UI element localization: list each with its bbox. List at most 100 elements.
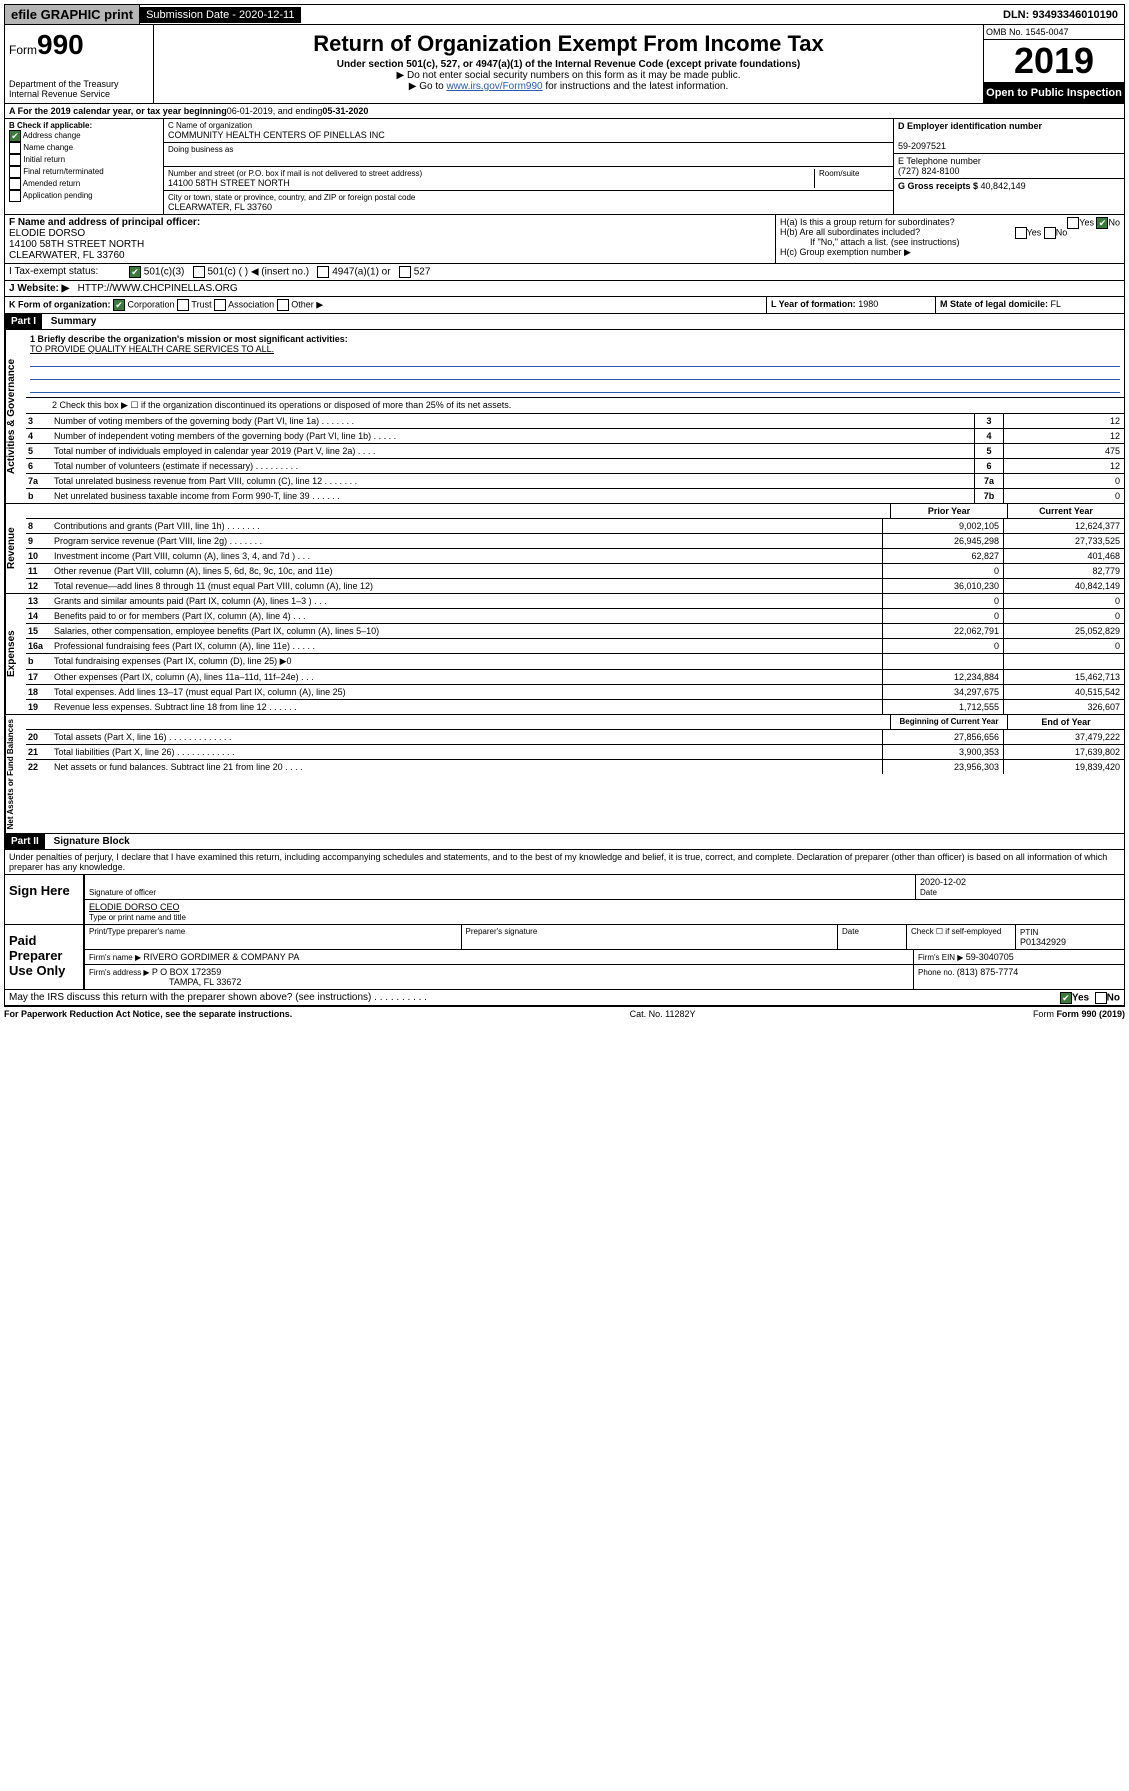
part1-badge: Part I (5, 314, 42, 329)
sig-date-label: Date (920, 888, 937, 897)
section-F: F Name and address of principal officer:… (5, 215, 776, 263)
period-row: A For the 2019 calendar year, or tax yea… (4, 104, 1125, 119)
line2-text: 2 Check this box ▶ ☐ if the organization… (26, 398, 1124, 413)
part2-header-row: Part II Signature Block (4, 834, 1125, 850)
perjury-declaration: Under penalties of perjury, I declare th… (4, 850, 1125, 875)
city-state-zip: CLEARWATER, FL 33760 (168, 202, 889, 212)
table-row: 20Total assets (Part X, line 16) . . . .… (26, 730, 1124, 745)
ein-value: 59-2097521 (898, 141, 946, 151)
discuss-yes-checkbox[interactable]: ✔ (1060, 992, 1072, 1004)
section-C: C Name of organization COMMUNITY HEALTH … (164, 119, 894, 214)
klm-row: K Form of organization: ✔ Corporation Tr… (4, 297, 1125, 314)
officer-grouping-row: F Name and address of principal officer:… (4, 215, 1125, 264)
tax-year: 2019 (984, 40, 1124, 83)
officer-typed-name: ELODIE DORSO CEO (89, 902, 180, 912)
table-row: 13Grants and similar amounts paid (Part … (26, 594, 1124, 609)
amended-return-checkbox[interactable] (9, 178, 21, 190)
4947-checkbox[interactable] (317, 266, 329, 278)
catalog-number: Cat. No. 11282Y (630, 1009, 696, 1019)
open-public-badge: Open to Public Inspection (984, 83, 1124, 103)
section-I-label: I Tax-exempt status: (9, 266, 129, 278)
prior-year-header: Prior Year (890, 504, 1007, 518)
discuss-row: May the IRS discuss this return with the… (4, 990, 1125, 1006)
firm-city: TAMPA, FL 33672 (89, 977, 241, 987)
governance-section: Activities & Governance 1 Briefly descri… (4, 330, 1125, 504)
table-row: 8Contributions and grants (Part VIII, li… (26, 519, 1124, 534)
dln: DLN: 93493346010190 (997, 7, 1124, 23)
officer-addr1: 14100 58TH STREET NORTH (9, 239, 144, 250)
table-row: 11Other revenue (Part VIII, column (A), … (26, 564, 1124, 579)
efile-button[interactable]: efile GRAPHIC print (5, 5, 140, 24)
address-change-checkbox[interactable]: ✔ (9, 130, 21, 142)
table-row: 14Benefits paid to or for members (Part … (26, 609, 1124, 624)
phone-value: (727) 824-8100 (898, 166, 960, 176)
beg-year-header: Beginning of Current Year (890, 715, 1007, 729)
other-checkbox[interactable] (277, 299, 289, 311)
firm-address: P O BOX 172359 (152, 967, 221, 977)
discuss-no-checkbox[interactable] (1095, 992, 1107, 1004)
expenses-tab: Expenses (5, 594, 26, 714)
ein-label: D Employer identification number (898, 121, 1042, 131)
website-url: HTTP://WWW.CHCPINELLAS.ORG (78, 283, 238, 294)
527-checkbox[interactable] (399, 266, 411, 278)
net-assets-section: Net Assets or Fund Balances Beginning of… (4, 715, 1125, 834)
firm-ein: 59-3040705 (966, 952, 1014, 962)
form-number: Form990 (9, 29, 149, 61)
website-row: J Website: ▶ HTTP://WWW.CHCPINELLAS.ORG (4, 281, 1125, 297)
gross-receipts-label: G Gross receipts $ (898, 181, 981, 191)
ha-no-checkbox[interactable]: ✔ (1096, 217, 1108, 229)
part1-title: Summary (45, 316, 97, 327)
city-label: City or town, state or province, country… (168, 193, 889, 202)
paid-preparer-block: Paid Preparer Use Only Print/Type prepar… (4, 925, 1125, 990)
entity-block: B Check if applicable: ✔ Address change … (4, 119, 1125, 215)
hc-label: H(c) Group exemption number ▶ (780, 247, 1120, 258)
revenue-tab: Revenue (5, 504, 26, 593)
top-bar: efile GRAPHIC print Submission Date - 20… (4, 4, 1125, 25)
ha-yes-checkbox[interactable] (1067, 217, 1079, 229)
hb-no-checkbox[interactable] (1044, 227, 1056, 239)
expenses-section: Expenses 13Grants and similar amounts pa… (4, 594, 1125, 715)
form-subtitle: Under section 501(c), 527, or 4947(a)(1)… (158, 59, 979, 70)
table-row: 10Investment income (Part VIII, column (… (26, 549, 1124, 564)
table-row: 19Revenue less expenses. Subtract line 1… (26, 700, 1124, 714)
assoc-checkbox[interactable] (214, 299, 226, 311)
app-pending-checkbox[interactable] (9, 190, 21, 202)
section-D: D Employer identification number 59-2097… (894, 119, 1124, 214)
501c-checkbox[interactable] (193, 266, 205, 278)
note-link: ▶ Go to www.irs.gov/Form990 for instruct… (158, 81, 979, 92)
org-name-label: C Name of organization (168, 121, 889, 130)
irs-label: Internal Revenue Service (9, 89, 149, 99)
table-row: 18Total expenses. Add lines 13–17 (must … (26, 685, 1124, 700)
revenue-section: Revenue Prior Year Current Year 8Contrib… (4, 504, 1125, 594)
initial-return-checkbox[interactable] (9, 154, 21, 166)
table-row: 16aProfessional fundraising fees (Part I… (26, 639, 1124, 654)
corp-checkbox[interactable]: ✔ (113, 299, 125, 311)
sig-date: 2020-12-02 (920, 877, 966, 887)
table-row: 3Number of voting members of the governi… (26, 414, 1124, 429)
form-header: Form990 Department of the Treasury Inter… (4, 25, 1125, 104)
hb-yes-checkbox[interactable] (1015, 227, 1027, 239)
address-label: Number and street (or P.O. box if mail i… (168, 169, 814, 178)
table-row: bTotal fundraising expenses (Part IX, co… (26, 654, 1124, 670)
table-row: bNet unrelated business taxable income f… (26, 489, 1124, 503)
sign-here-block: Sign Here Signature of officer 2020-12-0… (4, 875, 1125, 925)
trust-checkbox[interactable] (177, 299, 189, 311)
final-return-checkbox[interactable] (9, 166, 21, 178)
table-row: 5Total number of individuals employed in… (26, 444, 1124, 459)
name-change-checkbox[interactable] (9, 142, 21, 154)
firm-phone: (813) 875-7774 (957, 967, 1019, 977)
self-employed-check: Check ☐ if self-employed (907, 925, 1016, 949)
part1-header-row: Part I Summary (4, 314, 1125, 330)
irs-link[interactable]: www.irs.gov/Form990 (446, 81, 542, 92)
prep-date-label: Date (838, 925, 907, 949)
table-row: 9Program service revenue (Part VIII, lin… (26, 534, 1124, 549)
net-assets-tab: Net Assets or Fund Balances (5, 715, 26, 833)
street-address: 14100 58TH STREET NORTH (168, 178, 814, 188)
501c3-checkbox[interactable]: ✔ (129, 266, 141, 278)
officer-addr2: CLEARWATER, FL 33760 (9, 250, 125, 261)
tax-exempt-row: I Tax-exempt status: ✔ 501(c)(3) 501(c) … (4, 264, 1125, 281)
officer-name: ELODIE DORSO (9, 228, 85, 239)
dept-treasury: Department of the Treasury (9, 79, 149, 89)
table-row: 6Total number of volunteers (estimate if… (26, 459, 1124, 474)
ptin-label: PTIN (1020, 928, 1038, 937)
